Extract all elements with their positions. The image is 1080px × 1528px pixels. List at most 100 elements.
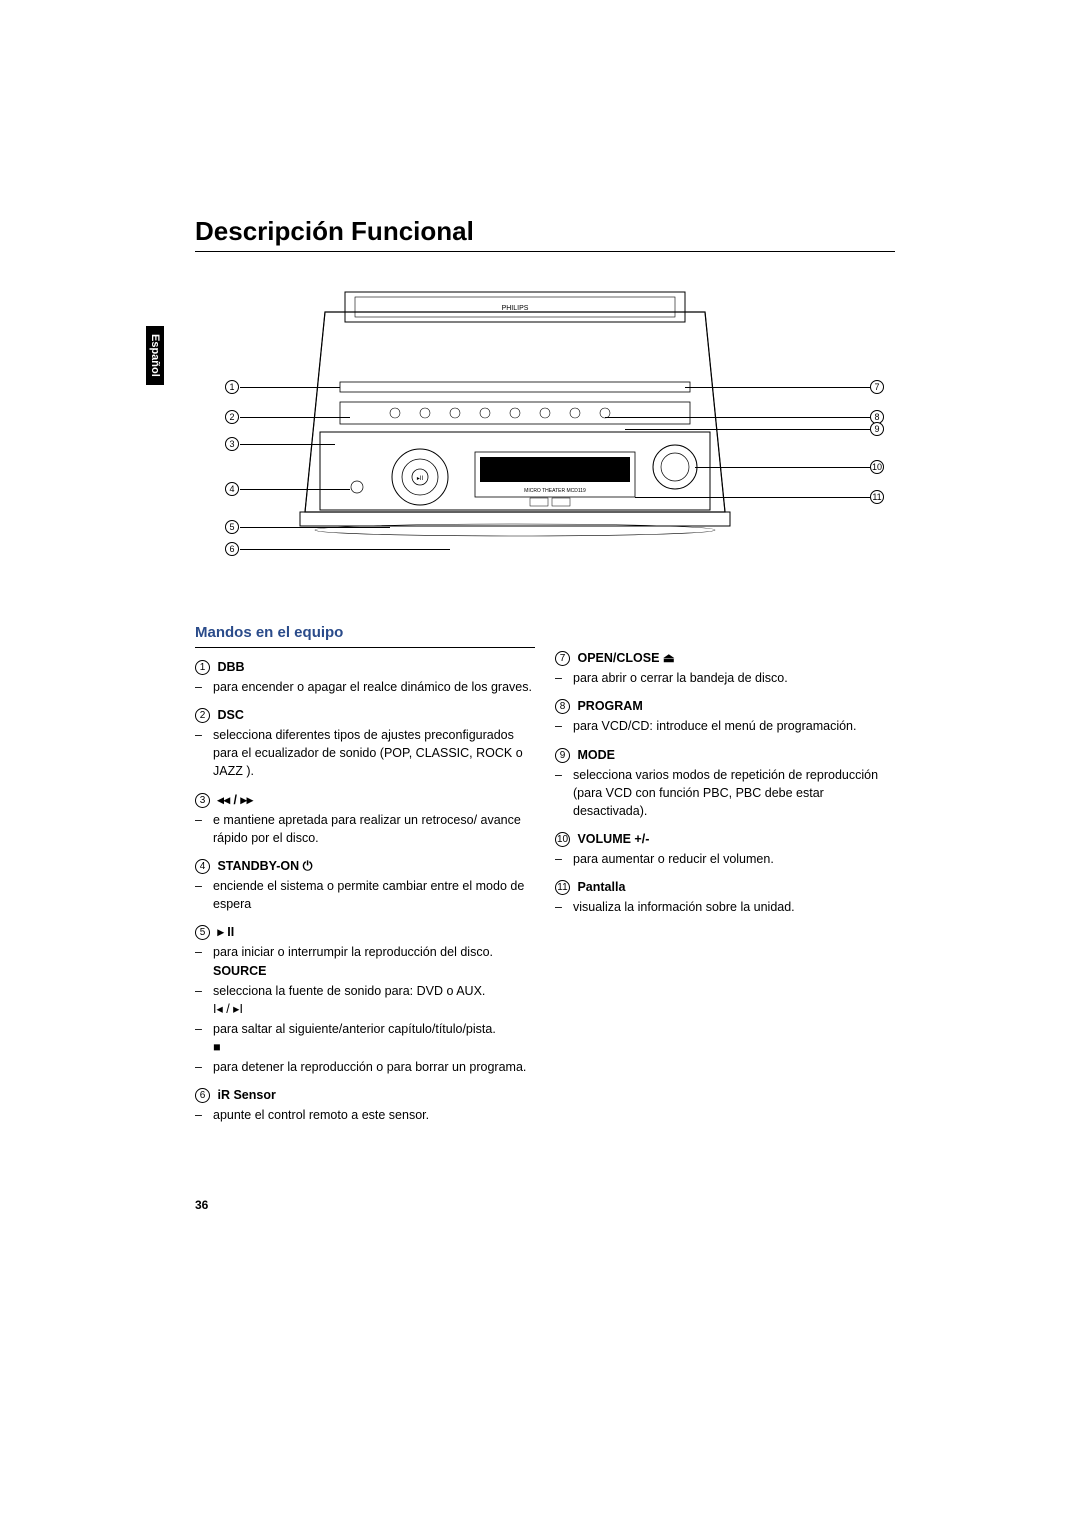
- item-label: DBB: [214, 660, 245, 674]
- bullet-text: para aumentar o reducir el volumen.: [573, 850, 895, 868]
- callout-10: 10: [870, 460, 884, 474]
- control-item: 6 iR Sensor–apunte el control remoto a e…: [195, 1086, 535, 1124]
- bullet-text: apunte el control remoto a este sensor.: [213, 1106, 535, 1124]
- lead-line: [240, 387, 340, 388]
- title-rule: [195, 251, 895, 252]
- item-label: DSC: [214, 708, 244, 722]
- lead-line: [625, 429, 870, 430]
- bullet-text: para iniciar o interrumpir la reproducci…: [213, 943, 535, 961]
- item-heading: 5 ▸ II: [195, 923, 535, 941]
- lead-line: [240, 489, 350, 490]
- bullet-line: –selecciona varios modos de repetición d…: [555, 766, 895, 820]
- svg-text:▸II: ▸II: [417, 476, 424, 482]
- item-heading: 1 DBB: [195, 658, 535, 676]
- content-columns: Mandos en el equipo 1 DBB–para encender …: [195, 622, 895, 1135]
- bullet-dash: –: [195, 811, 213, 847]
- item-heading: 9 MODE: [555, 746, 895, 764]
- lead-line: [695, 467, 870, 468]
- bullet-text: para abrir o cerrar la bandeja de disco.: [573, 669, 895, 687]
- item-number: 6: [195, 1088, 210, 1103]
- item-number: 2: [195, 708, 210, 723]
- item-number: 3: [195, 793, 210, 808]
- callout-5: 5: [225, 520, 239, 534]
- control-item: 4 STANDBY-ON ⏻ –enciende el sistema o per…: [195, 857, 535, 913]
- item-label: VOLUME +/-: [574, 832, 649, 846]
- callout-2: 2: [225, 410, 239, 424]
- bullet-dash: –: [555, 766, 573, 820]
- item-label: ▸ II: [214, 925, 234, 939]
- device-diagram: PHILIPS ▸II: [225, 272, 925, 592]
- section-title: Mandos en el equipo: [195, 622, 535, 648]
- bullet-text: visualiza la información sobre la unidad…: [573, 898, 895, 916]
- symbol-line: ■: [213, 1038, 535, 1056]
- bullet-line: –apunte el control remoto a este sensor.: [195, 1106, 535, 1124]
- bullet-line: –para iniciar o interrumpir la reproducc…: [195, 943, 535, 961]
- item-heading: 7 OPEN/CLOSE ⏏: [555, 649, 895, 667]
- language-tab: Español: [146, 326, 164, 385]
- callout-6: 6: [225, 542, 239, 556]
- bullet-line: –enciende el sistema o permite cambiar e…: [195, 877, 535, 913]
- bullet-text: e mantiene apretada para realizar un ret…: [213, 811, 535, 847]
- bullet-line: –e mantiene apretada para realizar un re…: [195, 811, 535, 847]
- page-title: Descripción Funcional: [195, 216, 895, 247]
- bullet-line: –selecciona diferentes tipos de ajustes …: [195, 726, 535, 780]
- item-label: MODE: [574, 748, 615, 762]
- bullet-dash: –: [555, 898, 573, 916]
- bullet-line: –para detener la reproducción o para bor…: [195, 1058, 535, 1076]
- control-item: 1 DBB–para encender o apagar el realce d…: [195, 658, 535, 696]
- bullet-dash: –: [195, 982, 213, 1000]
- bullet-text: enciende el sistema o permite cambiar en…: [213, 877, 535, 913]
- item-label: PROGRAM: [574, 699, 643, 713]
- lead-line: [605, 417, 870, 418]
- lead-line: [240, 527, 390, 528]
- bullet-line: –selecciona la fuente de sonido para: DV…: [195, 982, 535, 1000]
- item-number: 10: [555, 832, 570, 847]
- bullet-text: selecciona la fuente de sonido para: DVD…: [213, 982, 535, 1000]
- svg-text:MICRO THEATER MCD119: MICRO THEATER MCD119: [524, 488, 586, 494]
- control-item: 5 ▸ II–para iniciar o interrumpir la rep…: [195, 923, 535, 1076]
- item-heading: 6 iR Sensor: [195, 1086, 535, 1104]
- item-number: 11: [555, 880, 570, 895]
- item-heading: 4 STANDBY-ON ⏻: [195, 857, 535, 875]
- bullet-text: para saltar al siguiente/anterior capítu…: [213, 1020, 535, 1038]
- item-number: 7: [555, 651, 570, 666]
- control-item: 10 VOLUME +/-–para aumentar o reducir el…: [555, 830, 895, 868]
- control-item: 2 DSC–selecciona diferentes tipos de aju…: [195, 706, 535, 781]
- sub-heading: SOURCE: [213, 962, 535, 980]
- control-item: 9 MODE–selecciona varios modos de repeti…: [555, 746, 895, 821]
- callout-3: 3: [225, 437, 239, 451]
- bullet-dash: –: [555, 669, 573, 687]
- callout-4: 4: [225, 482, 239, 496]
- bullet-dash: –: [555, 717, 573, 735]
- bullet-text: selecciona varios modos de repetición de…: [573, 766, 895, 820]
- item-label: OPEN/CLOSE ⏏: [574, 651, 675, 665]
- lead-line: [240, 549, 450, 550]
- control-item: 11 Pantalla–visualiza la información sob…: [555, 878, 895, 916]
- bullet-text: para VCD/CD: introduce el menú de progra…: [573, 717, 895, 735]
- bullet-dash: –: [195, 1106, 213, 1124]
- item-number: 8: [555, 699, 570, 714]
- page-content: Descripción Funcional PHILIPS: [195, 216, 895, 1135]
- bullet-dash: –: [195, 943, 213, 961]
- callout-9: 9: [870, 422, 884, 436]
- control-item: 7 OPEN/CLOSE ⏏–para abrir o cerrar la ba…: [555, 649, 895, 687]
- item-label: STANDBY-ON ⏻: [214, 859, 313, 873]
- symbol-line: I◂ / ▸I: [213, 1000, 535, 1018]
- item-label: iR Sensor: [214, 1088, 276, 1102]
- item-number: 9: [555, 748, 570, 763]
- item-label: ◂◂ / ▸▸: [214, 793, 253, 807]
- bullet-line: –para abrir o cerrar la bandeja de disco…: [555, 669, 895, 687]
- bullet-line: –para saltar al siguiente/anterior capít…: [195, 1020, 535, 1038]
- item-heading: 2 DSC: [195, 706, 535, 724]
- lead-line: [240, 417, 350, 418]
- item-heading: 10 VOLUME +/-: [555, 830, 895, 848]
- bullet-dash: –: [195, 877, 213, 913]
- bullet-dash: –: [195, 726, 213, 780]
- item-number: 5: [195, 925, 210, 940]
- left-column: Mandos en el equipo 1 DBB–para encender …: [195, 622, 535, 1135]
- bullet-text: selecciona diferentes tipos de ajustes p…: [213, 726, 535, 780]
- item-heading: 11 Pantalla: [555, 878, 895, 896]
- control-item: 3 ◂◂ / ▸▸–e mantiene apretada para reali…: [195, 791, 535, 847]
- item-label: Pantalla: [574, 880, 625, 894]
- callout-11: 11: [870, 490, 884, 504]
